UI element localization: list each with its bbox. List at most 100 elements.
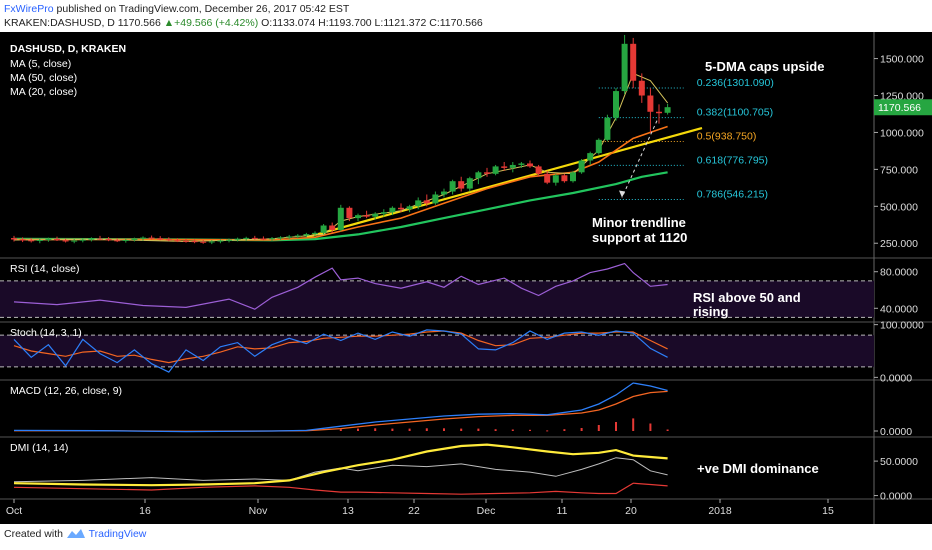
dmi-tick-label: 0.0000: [880, 491, 912, 503]
publisher-brand[interactable]: FxWirePro: [4, 3, 54, 15]
macd-line: [13, 382, 668, 433]
footer-brand[interactable]: TradingView: [88, 528, 147, 540]
candle: [518, 163, 525, 165]
rsi-tick-label: 40.0000: [880, 303, 918, 315]
candle: [131, 238, 138, 240]
candle: [260, 238, 267, 240]
trendline: [306, 126, 703, 239]
candle: [441, 191, 447, 195]
symbol-label: KRAKEN:DASHUSD, D: [4, 17, 115, 29]
candle: [398, 207, 404, 210]
candle: [638, 80, 645, 96]
candle: [140, 237, 146, 239]
candle: [11, 238, 17, 240]
candle: [45, 238, 52, 240]
candle: [251, 237, 258, 239]
candle: [621, 43, 628, 92]
annotation-trendline: Minor trendline: [592, 215, 686, 230]
candle: [656, 111, 662, 114]
candle: [466, 178, 473, 189]
candle: [363, 215, 370, 217]
candle: [630, 43, 637, 81]
macd-tick-label: 0.0000: [880, 426, 912, 438]
annotation-rsi-rising: rising: [693, 304, 728, 319]
adx-line: [13, 443, 668, 487]
macd-histogram-bar: [511, 429, 514, 431]
time-tick-label: 20: [625, 505, 637, 517]
candle: [501, 166, 508, 168]
last-price: 1170.566: [117, 17, 161, 29]
candle: [157, 238, 164, 240]
candle: [320, 225, 327, 233]
macd-histogram-bar: [391, 428, 394, 431]
stoch-k-line: [13, 329, 668, 373]
rsi-label: RSI (14, close): [10, 263, 79, 275]
fib-level-label: 0.618(776.795): [697, 154, 768, 166]
candle: [19, 239, 26, 241]
candle: [269, 238, 275, 240]
macd-histogram-bar: [443, 428, 445, 431]
macd-histogram-bar: [425, 428, 428, 431]
candle: [183, 240, 189, 242]
macd-histogram-bar: [357, 428, 359, 431]
candle: [312, 232, 318, 235]
candle: [664, 107, 671, 113]
candle: [561, 175, 568, 182]
candle: [449, 181, 456, 192]
candle: [62, 240, 69, 242]
candle: [54, 238, 60, 241]
macd-histogram-bar: [529, 429, 531, 431]
candle: [105, 239, 112, 241]
macd-histogram-bar: [460, 428, 463, 431]
chart-title: DASHUSD, D, KRAKEN: [10, 43, 126, 55]
candle: [97, 238, 103, 240]
dmi-label: DMI (14, 14): [10, 442, 68, 454]
time-tick-label: Oct: [6, 505, 22, 517]
candle: [346, 207, 353, 219]
candle: [415, 200, 422, 207]
dmi-tick-label: 50.0000: [880, 456, 918, 468]
candle: [217, 240, 224, 242]
candle: [148, 237, 155, 239]
macd-histogram-bar: [649, 423, 652, 431]
candle: [613, 91, 619, 118]
candle: [432, 194, 439, 204]
support-arrow-line: [621, 120, 658, 198]
macd-histogram-bar: [597, 425, 600, 431]
candle: [174, 240, 181, 242]
macd-histogram-bar: [408, 428, 411, 431]
time-tick-label: Dec: [477, 505, 496, 517]
time-tick-label: 11: [557, 505, 568, 517]
annotation-support: support at 1120: [592, 230, 687, 245]
candle: [484, 172, 490, 174]
chart-canvas[interactable]: 1500.0001250.0001000.000750.000500.00025…: [0, 32, 932, 524]
macd-histogram-bar: [339, 429, 342, 431]
time-tick-label: 22: [408, 505, 420, 517]
last-price-marker: [874, 99, 932, 116]
macd-histogram-bar: [615, 422, 617, 431]
candle: [337, 207, 344, 230]
candle: [191, 241, 198, 243]
annotation-dmi: +ve DMI dominance: [697, 461, 819, 476]
footer-created-with: Created with: [4, 528, 63, 540]
candle: [243, 237, 250, 239]
macd-histogram-bar: [494, 429, 497, 431]
candle: [509, 164, 516, 168]
price-tick-label: 250.000: [880, 238, 918, 250]
time-tick-label: Nov: [249, 505, 268, 517]
candle: [28, 240, 35, 242]
stoch-tick-label: 100.0000: [880, 320, 924, 332]
candle: [165, 239, 172, 241]
dmi-minus-line: [13, 482, 668, 495]
candle: [122, 239, 129, 241]
tradingview-logo-icon: [66, 529, 85, 539]
candle: [458, 181, 465, 189]
candle: [406, 206, 413, 210]
candle: [595, 139, 602, 154]
fib-level-label: 0.5(938.750): [697, 130, 757, 142]
candle: [71, 240, 78, 242]
macd-histogram-bar: [477, 428, 480, 431]
candle: [208, 241, 215, 243]
fib-level-label: 0.382(1100.705): [697, 107, 773, 119]
price-tick-label: 1500.000: [880, 54, 924, 66]
